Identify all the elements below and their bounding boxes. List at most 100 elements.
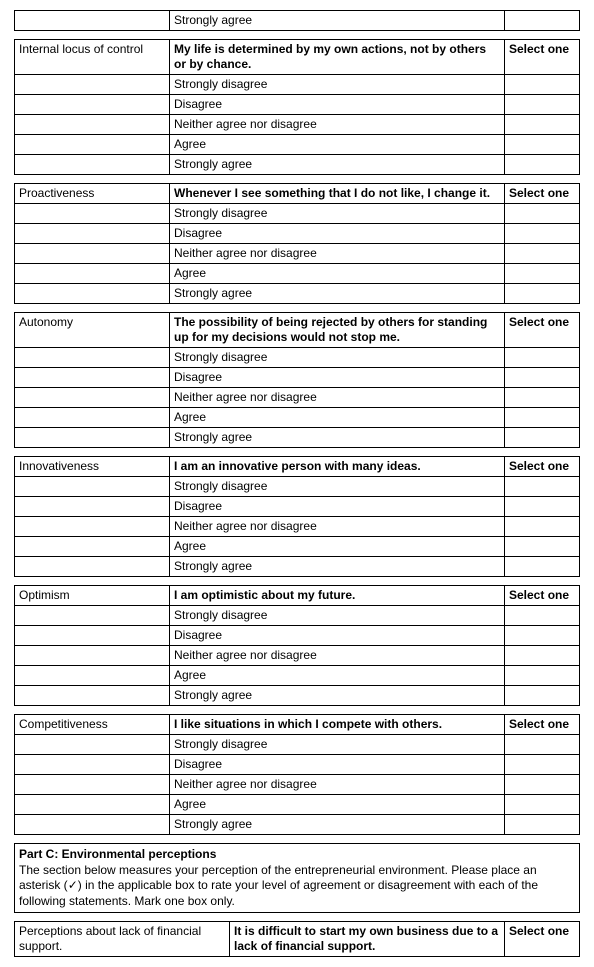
select-cell[interactable]	[505, 11, 580, 31]
option-cell: Neither agree nor disagree	[170, 517, 505, 537]
select-cell[interactable]	[505, 517, 580, 537]
table-row: Strongly disagree	[15, 348, 580, 368]
select-cell[interactable]	[505, 224, 580, 244]
construct-label: Internal locus of control	[15, 40, 170, 75]
table-row: Proactiveness Whenever I see something t…	[15, 184, 580, 204]
table-row: Internal locus of control My life is det…	[15, 40, 580, 75]
select-one-cell: Select one	[505, 457, 580, 477]
table-row: Neither agree nor disagree	[15, 646, 580, 666]
construct-label: Competitiveness	[15, 715, 170, 735]
table-row: Strongly agree	[15, 155, 580, 175]
table-row: Agree	[15, 795, 580, 815]
option-cell: Strongly agree	[170, 815, 505, 835]
select-cell[interactable]	[505, 244, 580, 264]
option-cell: Strongly agree	[170, 11, 505, 31]
select-cell[interactable]	[505, 388, 580, 408]
table-row: Strongly agree	[15, 815, 580, 835]
select-cell[interactable]	[505, 557, 580, 577]
table-row: Disagree	[15, 626, 580, 646]
select-cell[interactable]	[505, 264, 580, 284]
select-one-cell: Select one	[505, 715, 580, 735]
select-cell[interactable]	[505, 755, 580, 775]
table-row: Agree	[15, 135, 580, 155]
select-cell[interactable]	[505, 666, 580, 686]
select-cell[interactable]	[505, 284, 580, 304]
table-row: Agree	[15, 666, 580, 686]
option-cell: Agree	[170, 666, 505, 686]
part-c-text-b: ) in the applicable box to rate your lev…	[19, 878, 538, 908]
select-cell[interactable]	[505, 537, 580, 557]
option-cell: Neither agree nor disagree	[170, 775, 505, 795]
table-row: Disagree	[15, 95, 580, 115]
option-cell: Neither agree nor disagree	[170, 646, 505, 666]
table-row: Strongly disagree	[15, 477, 580, 497]
select-cell[interactable]	[505, 775, 580, 795]
part-c-section: Part C: Environmental perceptions The se…	[14, 843, 580, 913]
select-cell[interactable]	[505, 686, 580, 706]
option-cell: Agree	[170, 135, 505, 155]
select-cell[interactable]	[505, 815, 580, 835]
option-cell: Strongly agree	[170, 155, 505, 175]
option-cell: Strongly disagree	[170, 204, 505, 224]
select-cell[interactable]	[505, 348, 580, 368]
table-row: Disagree	[15, 497, 580, 517]
table-row: Disagree	[15, 755, 580, 775]
select-cell[interactable]	[505, 646, 580, 666]
table-row: Strongly disagree	[15, 606, 580, 626]
select-cell[interactable]	[505, 75, 580, 95]
question-block-finance: Perceptions about lack of financial supp…	[14, 921, 580, 957]
construct-label: Innovativeness	[15, 457, 170, 477]
select-cell[interactable]	[505, 204, 580, 224]
question-block-innov: Innovativeness I am an innovative person…	[14, 456, 580, 577]
select-cell[interactable]	[505, 368, 580, 388]
option-cell: Strongly agree	[170, 557, 505, 577]
select-cell[interactable]	[505, 115, 580, 135]
table-row: Innovativeness I am an innovative person…	[15, 457, 580, 477]
table-row: Neither agree nor disagree	[15, 517, 580, 537]
option-cell: Strongly disagree	[170, 477, 505, 497]
option-cell: Disagree	[170, 224, 505, 244]
select-cell[interactable]	[505, 795, 580, 815]
select-cell[interactable]	[505, 497, 580, 517]
option-cell: Disagree	[170, 626, 505, 646]
select-cell[interactable]	[505, 735, 580, 755]
table-row: Strongly agree	[15, 557, 580, 577]
select-cell[interactable]	[505, 135, 580, 155]
option-cell: Strongly disagree	[170, 606, 505, 626]
statement-cell: I am optimistic about my future.	[170, 586, 505, 606]
select-cell[interactable]	[505, 155, 580, 175]
table-row: Neither agree nor disagree	[15, 388, 580, 408]
table-row: Agree	[15, 537, 580, 557]
select-one-cell: Select one	[505, 40, 580, 75]
question-block-internal: Internal locus of control My life is det…	[14, 39, 580, 175]
table-row: Agree	[15, 264, 580, 284]
construct-label: Autonomy	[15, 313, 170, 348]
select-cell[interactable]	[505, 428, 580, 448]
checkmark-icon: ✓	[68, 878, 78, 892]
select-cell[interactable]	[505, 606, 580, 626]
construct-label: Perceptions about lack of financial supp…	[15, 922, 230, 957]
table-row: Strongly disagree	[15, 75, 580, 95]
select-one-cell: Select one	[505, 922, 580, 957]
option-cell: Disagree	[170, 497, 505, 517]
option-cell: Agree	[170, 537, 505, 557]
question-block-optimism: Optimism I am optimistic about my future…	[14, 585, 580, 706]
select-cell[interactable]	[505, 95, 580, 115]
construct-label: Optimism	[15, 586, 170, 606]
table-row: Autonomy The possibility of being reject…	[15, 313, 580, 348]
option-cell: Agree	[170, 408, 505, 428]
select-cell[interactable]	[505, 477, 580, 497]
table-row: Neither agree nor disagree	[15, 775, 580, 795]
option-cell: Strongly agree	[170, 284, 505, 304]
table-row: Disagree	[15, 368, 580, 388]
select-cell[interactable]	[505, 408, 580, 428]
table-row: Strongly agree	[15, 686, 580, 706]
top-fragment-table: Strongly agree	[14, 10, 580, 31]
table-row: Neither agree nor disagree	[15, 244, 580, 264]
option-cell: Neither agree nor disagree	[170, 244, 505, 264]
label-cell	[15, 11, 170, 31]
question-block-proactive: Proactiveness Whenever I see something t…	[14, 183, 580, 304]
select-cell[interactable]	[505, 626, 580, 646]
table-row: Strongly agree	[15, 11, 580, 31]
option-cell: Strongly disagree	[170, 348, 505, 368]
